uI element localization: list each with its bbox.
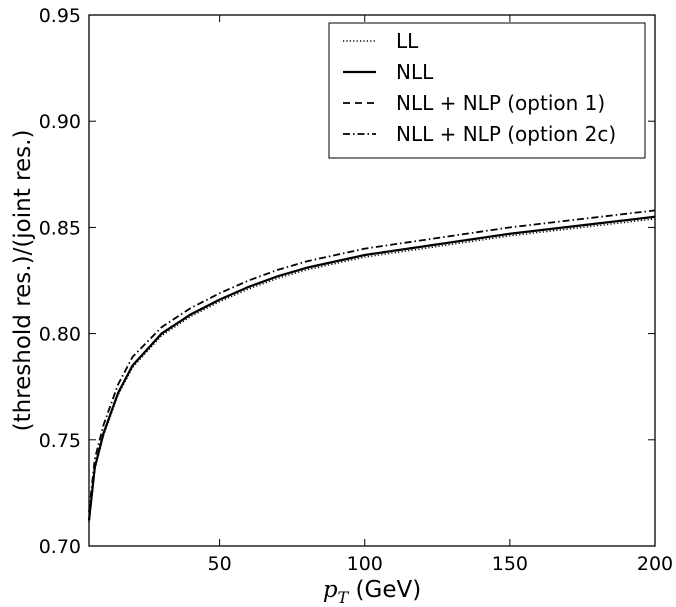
ticks-layer: 50 100 150 200 0.70 0.75 0.80 0.85 0.90 0.95 bbox=[39, 5, 673, 575]
legend: LL NLL NLL + NLP (option 1) NLL + NLP (opti… bbox=[328, 22, 646, 159]
legend-box bbox=[328, 22, 646, 159]
y-tick-label: 0.75 bbox=[39, 430, 81, 452]
legend-label-4: NLL + NLP (option 2c) bbox=[396, 122, 616, 146]
y-tick-label: 0.90 bbox=[39, 111, 81, 133]
series-line-2 bbox=[87, 215, 656, 521]
x-axis-label-subscript: T bbox=[338, 588, 350, 607]
y-tick-label: 0.70 bbox=[39, 536, 81, 558]
plot-frame bbox=[88, 14, 656, 547]
y-tick-label: 0.95 bbox=[39, 5, 81, 27]
y-axis-label: (threshold res.)/(joint res.) bbox=[10, 130, 36, 432]
x-axis-label-unit: (GeV) bbox=[348, 577, 421, 603]
series-line-4 bbox=[88, 209, 656, 513]
x-axis-label-variable: p bbox=[323, 577, 338, 603]
y-tick-label: 0.85 bbox=[39, 217, 81, 239]
x-axis-label: pT (GeV) bbox=[323, 577, 421, 607]
series-layer bbox=[87, 209, 656, 523]
x-tick-label: 100 bbox=[347, 553, 383, 575]
legend-label-3: NLL + NLP (option 1) bbox=[396, 91, 605, 115]
series-line-1 bbox=[88, 218, 656, 523]
legend-label-2: NLL bbox=[396, 60, 434, 84]
x-tick-label: 150 bbox=[492, 553, 528, 575]
y-tick-label: 0.80 bbox=[39, 324, 81, 346]
x-tick-label: 200 bbox=[637, 553, 673, 575]
legend-label-1: LL bbox=[396, 29, 419, 53]
x-tick-label: 50 bbox=[208, 553, 232, 575]
series-line-3 bbox=[88, 215, 656, 521]
